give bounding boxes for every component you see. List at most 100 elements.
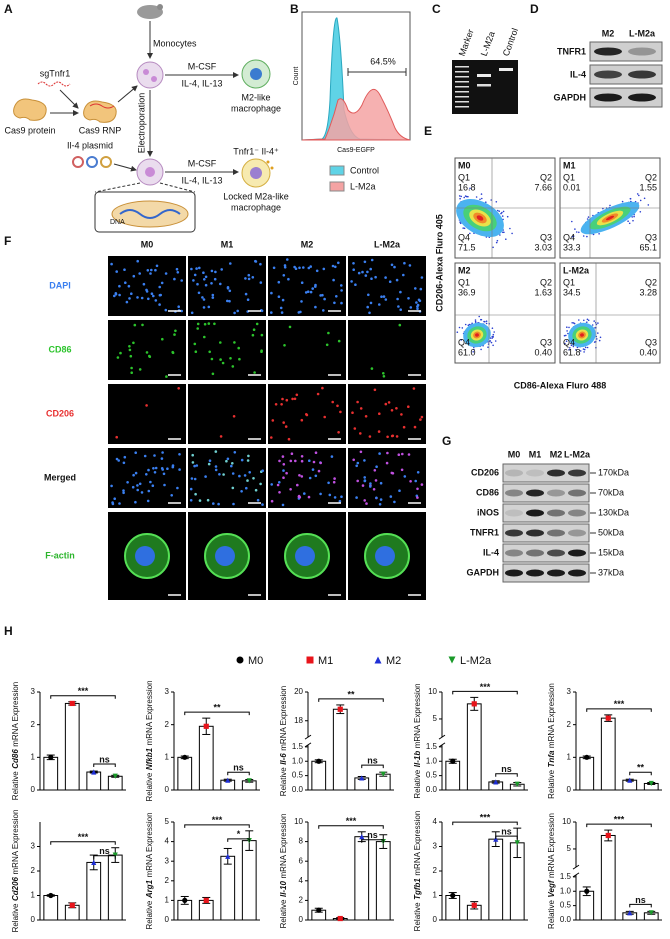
cell-dot: [230, 464, 233, 468]
panel-letter: H: [4, 624, 13, 638]
flow-event: [489, 340, 491, 343]
quadrant-value: 7.66: [534, 182, 552, 192]
cell-dot: [207, 305, 211, 309]
cell-dot: [282, 476, 285, 480]
cell-dot: [140, 296, 144, 300]
blot-band: [547, 529, 565, 537]
cell-dot: [252, 477, 255, 480]
cell-dot: [210, 282, 213, 285]
bar: [579, 756, 595, 791]
cell-dot: [117, 459, 120, 462]
cell-dot: [233, 311, 236, 315]
cell-dot: [409, 480, 412, 483]
cell-dot: [136, 296, 139, 299]
flow-event: [469, 232, 471, 235]
cell-dot: [339, 410, 342, 414]
cell-dot: [298, 495, 302, 499]
blot-strip: [502, 503, 590, 523]
cell-dot: [176, 271, 180, 274]
data-marker: [359, 775, 365, 781]
significance-bracket: [50, 841, 116, 845]
cell-dot: [207, 322, 211, 325]
legend-marker: [306, 656, 314, 664]
cell-dot: [289, 488, 292, 491]
cell-dot: [384, 298, 388, 301]
plasmid-icon: [72, 156, 84, 168]
cell-dot: [315, 269, 319, 273]
cell-dot: [171, 351, 175, 355]
flow-event: [468, 323, 471, 326]
y-axis-label: Relative Cd86 mRNA Expression: [11, 682, 20, 800]
flow-event: [594, 326, 596, 329]
cell-dot: [259, 482, 262, 486]
cell-dot: [220, 268, 223, 271]
flow-event: [579, 350, 582, 352]
cell-dot: [194, 350, 198, 354]
blot-band: [568, 509, 586, 517]
cell-dot: [330, 455, 334, 458]
cell-dot: [253, 371, 256, 374]
blot-band: [568, 489, 586, 497]
cell-dot: [129, 354, 133, 358]
quadrant-value: 1.63: [534, 287, 552, 297]
cell-dot: [229, 357, 232, 360]
cell-dot: [407, 297, 410, 300]
label: IL-4, IL-13: [181, 175, 222, 185]
flow-event: [458, 326, 461, 329]
y-axis-label: Relative Il-10mRNA Expression: [279, 814, 288, 929]
cell-dot: [150, 292, 154, 296]
bar: [600, 717, 616, 791]
cell-dot: [336, 404, 339, 408]
bar: [445, 895, 461, 921]
blot-band: [505, 489, 523, 497]
cell-dot: [367, 293, 370, 297]
cell-dot: [331, 264, 335, 268]
data-marker: [182, 897, 188, 904]
flow-event: [629, 197, 632, 200]
bar: [375, 841, 391, 921]
cell-dot: [322, 267, 326, 271]
cell-dot: [171, 464, 175, 467]
cell-dot: [160, 467, 164, 470]
significance-label: **: [347, 689, 355, 699]
cell-dot: [307, 266, 311, 270]
flow-event: [478, 315, 481, 318]
cell-dot: [178, 468, 181, 471]
cell-dot: [130, 371, 133, 375]
flow-event: [493, 331, 496, 333]
y-tick-label: 2: [165, 876, 170, 885]
column-label: M0: [508, 449, 521, 459]
blot-band: [505, 469, 523, 477]
cell-dot: [130, 292, 133, 296]
flow-event: [498, 210, 501, 212]
quadrant-name: Q2: [645, 277, 657, 287]
cell-dot: [370, 277, 373, 281]
column-label: M2: [301, 239, 314, 249]
cell-dot: [247, 273, 251, 277]
cell-dot: [240, 458, 244, 462]
panel-e: E CD206-Alexa Fluro 405 CD86-Alexa Fluro…: [424, 124, 661, 390]
row-label: CD206: [471, 467, 499, 477]
micrograph: [108, 448, 186, 508]
blot-band: [568, 549, 586, 557]
cell-dot: [110, 484, 113, 488]
y-axis-label-part: Tgfb1: [413, 878, 422, 900]
cell-dot: [247, 454, 250, 458]
gel-band: [477, 84, 491, 87]
cell-dot: [369, 301, 373, 305]
flow-event: [584, 346, 587, 349]
cell-dot: [214, 465, 218, 468]
size-label: 50kDa: [598, 527, 624, 537]
cell-dot: [399, 290, 402, 294]
flow-event: [628, 222, 631, 225]
cell-dot: [420, 483, 424, 486]
cell-dot: [210, 269, 214, 273]
y-tick-label: 3: [165, 856, 170, 865]
axis-break: [572, 864, 580, 870]
arrow: [117, 85, 138, 103]
secretion: [270, 166, 274, 170]
y-tick-label: 1: [31, 891, 36, 900]
gel-band: [477, 74, 491, 77]
cell-dot: [384, 402, 388, 406]
cell-dot: [354, 283, 357, 287]
